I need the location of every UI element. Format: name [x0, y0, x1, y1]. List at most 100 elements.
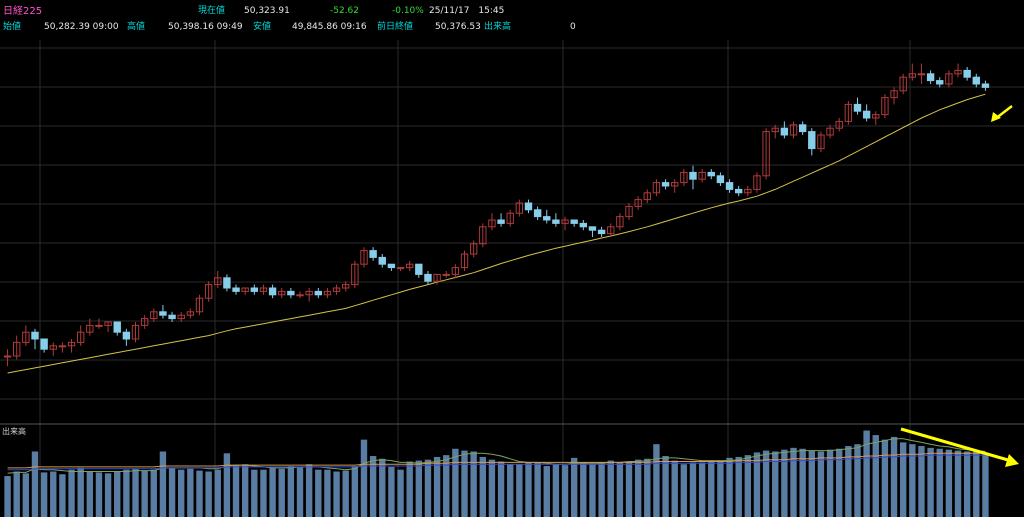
- volume-bar: [360, 439, 368, 517]
- volume-bar: [918, 446, 925, 517]
- candle: [13, 335, 21, 360]
- candle-body: [689, 171, 697, 180]
- volume-bar: [872, 435, 879, 517]
- open-value: 50,282.39 09:00: [44, 22, 119, 32]
- candle-body: [634, 199, 642, 207]
- candle: [405, 260, 414, 271]
- current-price-value: 50,323.91: [244, 6, 290, 16]
- volume-bar: [232, 465, 240, 517]
- candle: [332, 284, 341, 295]
- candle: [314, 288, 322, 299]
- candle-body: [671, 182, 679, 187]
- volume-bar: [799, 448, 806, 517]
- volume-trend-arrowhead-icon: [1005, 454, 1019, 467]
- volume-bar: [86, 471, 94, 517]
- volume-bar: [717, 461, 724, 517]
- candle: [588, 226, 597, 237]
- volume-bar: [589, 464, 596, 517]
- candle: [497, 213, 505, 227]
- volume-ma-long-line: [7, 452, 986, 469]
- volume-bar: [433, 456, 441, 517]
- candle: [835, 118, 843, 132]
- candle: [908, 63, 917, 81]
- candle: [725, 179, 734, 193]
- volume-bar: [260, 469, 267, 517]
- candle: [122, 328, 131, 346]
- volume-bar: [159, 451, 167, 517]
- candle-body: [716, 175, 725, 184]
- candle-body: [104, 321, 112, 326]
- candle-body: [305, 290, 313, 296]
- volume-bar: [689, 462, 697, 517]
- volume-bar: [479, 456, 486, 517]
- candle: [268, 284, 277, 299]
- volume-bar: [543, 466, 550, 517]
- candle-body: [798, 124, 807, 133]
- candle-body: [150, 311, 158, 320]
- volume-bar: [223, 453, 231, 517]
- volume-bar: [40, 472, 48, 517]
- volume-bar: [936, 448, 943, 517]
- candle: [168, 311, 176, 322]
- volume-label: 出来高: [484, 22, 512, 32]
- candle: [140, 315, 149, 329]
- candle-body: [579, 222, 588, 228]
- price-moving-average: [7, 93, 986, 374]
- candle: [22, 325, 30, 346]
- candle: [195, 294, 204, 316]
- volume-bar: [836, 448, 843, 517]
- candle-body: [40, 338, 48, 350]
- candle-body: [734, 188, 743, 194]
- candle-body: [881, 97, 889, 116]
- candle: [323, 288, 332, 299]
- candle: [643, 189, 651, 203]
- volume-bar: [507, 464, 514, 517]
- candle: [780, 121, 789, 139]
- candle-body: [214, 277, 222, 286]
- candle-body: [479, 226, 487, 245]
- volume-bar: [68, 469, 75, 517]
- candle: [671, 179, 679, 193]
- volume-bar: [945, 449, 953, 517]
- volume-bar: [790, 447, 797, 517]
- candle-body: [661, 182, 670, 187]
- candle: [415, 263, 423, 278]
- candle: [451, 264, 460, 278]
- volume-bar: [305, 464, 313, 517]
- candle: [689, 165, 697, 190]
- candle: [433, 273, 441, 285]
- candle: [579, 220, 588, 231]
- candle-body: [780, 127, 789, 136]
- volume-bar: [616, 462, 624, 517]
- volume-ma-base-line: [7, 454, 986, 471]
- candle: [49, 342, 57, 356]
- volume-bar: [534, 462, 541, 517]
- candle-body: [680, 171, 688, 184]
- candle-body: [561, 219, 569, 224]
- volume-bar: [132, 468, 139, 517]
- volume-bar: [150, 469, 157, 517]
- price-arrowhead-icon: [991, 112, 1001, 122]
- candle: [67, 339, 76, 353]
- current-price-label: 現在値: [198, 6, 226, 16]
- candle-body: [552, 219, 560, 224]
- volume-bar: [762, 450, 770, 517]
- volume-bar: [845, 446, 852, 517]
- candle: [232, 284, 240, 295]
- candle-body: [415, 263, 423, 275]
- candle: [625, 203, 633, 220]
- candle-body: [195, 297, 204, 313]
- candle-body: [908, 73, 917, 78]
- volume-bar: [863, 430, 870, 517]
- candle: [798, 121, 807, 135]
- volume-bar: [205, 471, 212, 517]
- volume-bar: [625, 461, 633, 517]
- candle: [424, 271, 432, 285]
- volume-bar: [525, 462, 532, 517]
- candle-body: [607, 226, 615, 235]
- volume-bar: [241, 464, 249, 517]
- candle: [826, 124, 834, 139]
- candle: [250, 284, 259, 295]
- candle: [342, 281, 350, 292]
